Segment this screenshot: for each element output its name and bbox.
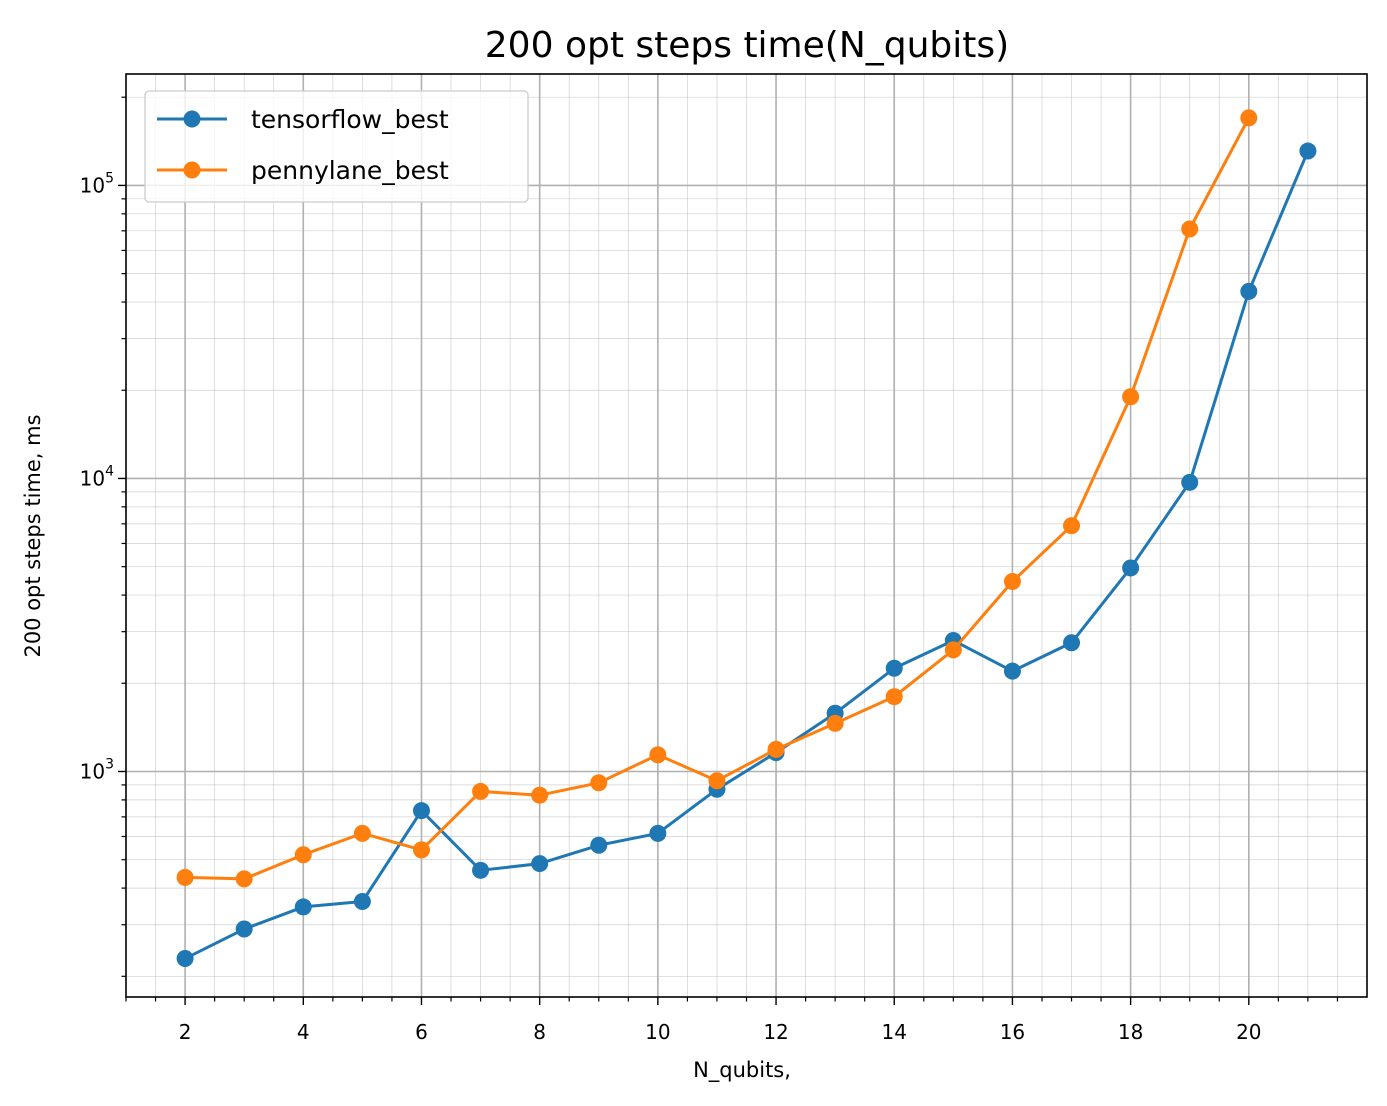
axis-ticks bbox=[118, 96, 1339, 1005]
x-tick-label: 2 bbox=[179, 1020, 192, 1044]
data-point-tensorflow_best bbox=[1063, 634, 1081, 652]
data-point-pennylane_best bbox=[590, 774, 608, 792]
data-point-tensorflow_best bbox=[353, 893, 371, 911]
data-point-tensorflow_best bbox=[590, 836, 608, 854]
data-point-tensorflow_best bbox=[472, 861, 490, 879]
y-tick-label: 105 bbox=[80, 170, 114, 197]
legend-swatch-pennylane-marker bbox=[183, 161, 201, 179]
legend-box bbox=[144, 90, 529, 203]
x-tick-label: 16 bbox=[1000, 1020, 1025, 1044]
data-point-pennylane_best bbox=[531, 786, 549, 804]
data-point-tensorflow_best bbox=[649, 824, 667, 842]
data-point-tensorflow_best bbox=[1003, 662, 1021, 680]
y-axis-label: 200 opt steps time, ms bbox=[21, 414, 45, 657]
x-tick-label: 10 bbox=[645, 1020, 670, 1044]
chart-title: 200 opt steps time(N_qubits) bbox=[485, 25, 1009, 66]
legend-entry-pennylane: pennylane_best bbox=[251, 156, 449, 185]
data-point-pennylane_best bbox=[412, 841, 430, 859]
series-pennylane_best bbox=[176, 109, 1258, 888]
data-point-pennylane_best bbox=[176, 868, 194, 886]
data-point-tensorflow_best bbox=[1240, 282, 1258, 300]
data-point-pennylane_best bbox=[1122, 388, 1140, 406]
series-line-tensorflow_best bbox=[183, 149, 1310, 961]
data-point-tensorflow_best bbox=[531, 855, 549, 873]
data-point-pennylane_best bbox=[353, 824, 371, 842]
data-point-pennylane_best bbox=[885, 688, 903, 706]
data-point-pennylane_best bbox=[1003, 572, 1021, 590]
y-tick-label: 104 bbox=[80, 463, 114, 490]
axis-tick-labels: 2 4 6 8 10 12 14 16 18 20 103 104 105 bbox=[80, 170, 1262, 1044]
series-tensorflow_best bbox=[176, 142, 1317, 968]
x-tick-label: 12 bbox=[763, 1020, 788, 1044]
legend: tensorflow_best pennylane_best bbox=[144, 90, 529, 203]
data-point-tensorflow_best bbox=[294, 898, 312, 916]
data-point-tensorflow_best bbox=[1181, 473, 1199, 491]
legend-entry-tensorflow: tensorflow_best bbox=[251, 105, 449, 134]
data-point-pennylane_best bbox=[944, 641, 962, 659]
data-point-pennylane_best bbox=[767, 740, 785, 758]
x-tick-label: 18 bbox=[1118, 1020, 1143, 1044]
x-axis-label: N_qubits, bbox=[693, 1058, 791, 1083]
data-point-tensorflow_best bbox=[1122, 559, 1140, 577]
minor-grid bbox=[125, 74, 1367, 997]
data-point-tensorflow_best bbox=[1299, 142, 1317, 160]
x-tick-label: 14 bbox=[882, 1020, 907, 1044]
data-point-pennylane_best bbox=[1063, 517, 1081, 535]
data-point-pennylane_best bbox=[472, 782, 490, 800]
data-point-pennylane_best bbox=[649, 746, 667, 764]
data-point-tensorflow_best bbox=[176, 950, 194, 968]
data-point-pennylane_best bbox=[708, 772, 726, 790]
x-tick-label: 8 bbox=[533, 1020, 546, 1044]
data-point-pennylane_best bbox=[235, 870, 253, 888]
x-tick-label: 6 bbox=[415, 1020, 428, 1044]
data-point-tensorflow_best bbox=[235, 920, 253, 938]
y-tick-label: 103 bbox=[80, 756, 114, 783]
series-layer bbox=[176, 109, 1317, 968]
data-point-pennylane_best bbox=[826, 714, 844, 732]
data-point-pennylane_best bbox=[1240, 109, 1258, 127]
data-point-pennylane_best bbox=[1181, 220, 1199, 238]
data-point-tensorflow_best bbox=[885, 659, 903, 677]
data-point-pennylane_best bbox=[294, 846, 312, 864]
data-point-tensorflow_best bbox=[412, 802, 430, 820]
legend-swatch-tensorflow-marker bbox=[183, 110, 201, 128]
x-tick-label: 20 bbox=[1236, 1020, 1261, 1044]
x-tick-label: 4 bbox=[297, 1020, 310, 1044]
